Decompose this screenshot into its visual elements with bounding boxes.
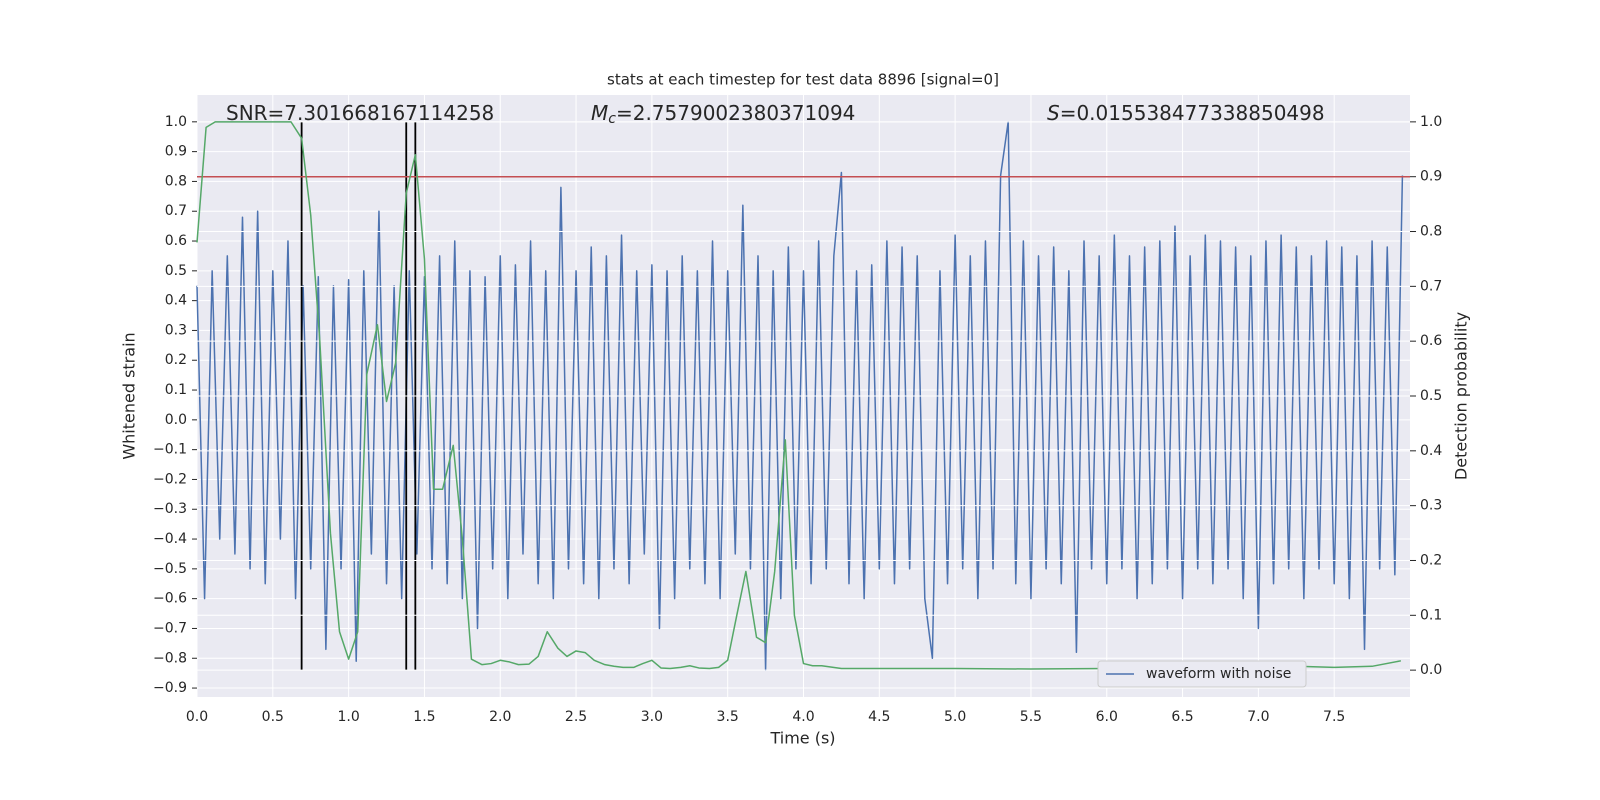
y2-tick-label: 0.8 (1420, 224, 1442, 240)
y2-tick-label: 0.1 (1420, 607, 1442, 623)
x-tick-label: 6.5 (1171, 709, 1193, 725)
y-tick-label: 0.4 (165, 293, 187, 309)
x-tick-label: 7.0 (1247, 709, 1269, 725)
annotation: S=0.015538477338850498 (1047, 101, 1325, 125)
y-tick-label: 0.7 (165, 203, 187, 219)
y-tick-label: −0.2 (153, 471, 187, 487)
x-tick-label: 0.5 (262, 709, 284, 725)
x-tick-label: 1.5 (413, 709, 435, 725)
annotation-symbol: M (591, 101, 608, 125)
y-tick-label: −0.6 (153, 591, 187, 607)
annotation: SNR=7.301668167114258 (226, 101, 494, 125)
x-tick-label: 7.5 (1323, 709, 1345, 725)
y-tick-label: −0.3 (153, 501, 187, 517)
chart-title: stats at each timestep for test data 889… (607, 71, 999, 89)
x-tick-label: 1.0 (337, 709, 359, 725)
annotation-symbol: S (1047, 101, 1060, 125)
x-tick-label: 0.0 (186, 709, 208, 725)
y2-axis-label: Detection probability (1452, 312, 1471, 480)
x-tick-label: 6.0 (1096, 709, 1118, 725)
y-tick-label: 0.6 (165, 233, 187, 249)
annotation-text: =2.7579002380371094 (616, 101, 855, 125)
x-tick-label: 4.5 (868, 709, 890, 725)
series-line (196, 121, 1404, 671)
y-tick-label: 0.8 (165, 173, 187, 189)
series-line (196, 121, 1402, 670)
y-tick-label: 0.9 (165, 144, 187, 160)
x-tick-label: 5.0 (944, 709, 966, 725)
y-tick-label: 0.5 (165, 263, 187, 279)
x-tick-label: 3.0 (641, 709, 663, 725)
y2-tick-label: 0.9 (1420, 169, 1442, 185)
y-tick-label: −0.1 (153, 442, 187, 458)
y2-tick-label: 0.0 (1420, 662, 1442, 678)
x-axis-label: Time (s) (769, 729, 835, 748)
y-tick-label: 0.3 (165, 322, 187, 338)
y-tick-label: −0.8 (153, 650, 187, 666)
y2-tick-label: 0.2 (1420, 552, 1442, 568)
y2-tick-label: 0.4 (1420, 443, 1442, 459)
y-tick-label: 0.1 (165, 382, 187, 398)
y-axis-label: Whitened strain (120, 332, 139, 459)
y2-tick-label: 1.0 (1420, 114, 1442, 130)
y-tick-label: 0.0 (165, 412, 187, 428)
x-tick-label: 4.0 (792, 709, 814, 725)
annotation-text: =0.015538477338850498 (1060, 101, 1325, 125)
legend-box (1097, 660, 1307, 688)
annotation-text: SNR=7.301668167114258 (226, 101, 494, 125)
y2-tick-label: 0.5 (1420, 388, 1442, 404)
x-tick-label: 3.5 (717, 709, 739, 725)
y2-tick-label: 0.3 (1420, 498, 1442, 514)
y2-tick-label: 0.7 (1420, 278, 1442, 294)
y2-tick-label: 0.6 (1420, 333, 1442, 349)
y-tick-label: −0.5 (153, 561, 187, 577)
x-tick-label: 2.0 (489, 709, 511, 725)
annotation: Mc=2.7579002380371094 (591, 101, 855, 128)
annotation-subscript: c (608, 111, 616, 127)
y-tick-label: 1.0 (165, 114, 187, 130)
y-tick-label: −0.4 (153, 531, 187, 547)
x-tick-label: 2.5 (565, 709, 587, 725)
y-tick-label: −0.9 (153, 680, 187, 696)
legend-label: waveform with noise (1146, 666, 1291, 682)
x-tick-label: 5.5 (1020, 709, 1042, 725)
y-tick-label: 0.2 (165, 352, 187, 368)
y-tick-label: −0.7 (153, 620, 187, 636)
